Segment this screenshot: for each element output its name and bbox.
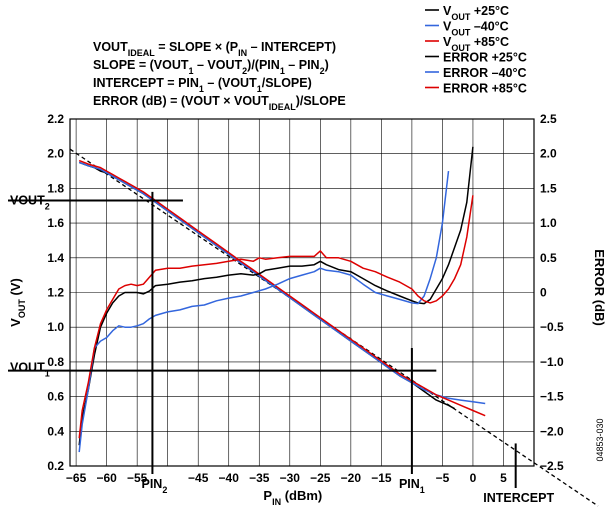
y-tick-label: 1.2 [47, 286, 64, 300]
y2-tick-label: −2.0 [540, 424, 564, 438]
y2-tick-label: −2.5 [540, 459, 564, 473]
x-tick-label: 5 [500, 471, 507, 485]
series-error-40-c [78, 171, 450, 453]
x-tick-label: −40 [219, 471, 240, 485]
formula-line: SLOPE = (VOUT1 – VOUT2)/(PIN1 – PIN2) [93, 58, 329, 76]
legend-label-vout-25-c: VOUT +25°C [443, 4, 509, 22]
x-tick-label: −65 [66, 471, 87, 485]
legend-label-error-25-c: ERROR +25°C [443, 51, 527, 65]
x-tick-label: −30 [280, 471, 301, 485]
x-tick-label: −5 [436, 471, 450, 485]
x-tick-label: −25 [310, 471, 331, 485]
series-error-85-c [78, 195, 474, 439]
y-tick-label: 1.4 [47, 251, 64, 265]
y-tick-label: 2.2 [47, 112, 64, 126]
figure-id: 04853-030 [595, 418, 605, 461]
y-tick-label: 1.8 [47, 181, 64, 195]
y2-tick-label: 2.0 [540, 147, 557, 161]
x-tick-label: −60 [96, 471, 117, 485]
vout1-label: VOUT1 [10, 361, 50, 379]
y-tick-label: 0.2 [47, 459, 64, 473]
reference-lines [8, 191, 517, 488]
y2-tick-label: 1.0 [540, 216, 557, 230]
series-vout-40-c [78, 161, 486, 405]
y2-tick-label: 1.5 [540, 181, 557, 195]
plot-frame [69, 118, 535, 467]
y-tick-label: 0.4 [47, 424, 64, 438]
y2-tick-label: −0.5 [540, 320, 564, 334]
x-tick-label: −35 [249, 471, 270, 485]
y-tick-label: 0.8 [47, 355, 64, 369]
y2-axis-title: ERROR (dB) [592, 249, 607, 326]
intercept-label: INTERCEPT [483, 491, 554, 505]
y-tick-label: 1.6 [47, 216, 64, 230]
y-tick-label: 2.0 [47, 147, 64, 161]
y-tick-label: 0.6 [47, 390, 64, 404]
x-tick-label: −45 [188, 471, 209, 485]
grid [70, 118, 534, 467]
formula-line: INTERCEPT = PIN1 – (VOUT1/SLOPE) [93, 76, 312, 94]
x-tick-label: −20 [341, 471, 362, 485]
series-vout-85-c [78, 159, 486, 417]
formula-line: ERROR (dB) = (VOUT × VOUTIDEAL)/SLOPE [93, 94, 346, 112]
x-axis-title: PIN (dBm) [263, 488, 322, 507]
pin2-label: PIN2 [141, 477, 167, 495]
x-tick-label: −55 [127, 471, 148, 485]
formula-line: VOUTIDEAL = SLOPE × (PIN – INTERCEPT) [93, 40, 336, 58]
legend-label-error-85-c: ERROR +85°C [443, 82, 527, 96]
y2-tick-label: 2.5 [540, 112, 557, 126]
y2-tick-label: 0.5 [540, 251, 557, 265]
vout2-label: VOUT2 [10, 194, 50, 212]
x-tick-label: −15 [371, 471, 392, 485]
y-axis-title: VOUT (V) [8, 278, 27, 327]
pin1-label: PIN1 [399, 477, 425, 495]
legend-label-error-40-c: ERROR –40°C [443, 66, 527, 80]
y2-tick-label: −1.0 [540, 355, 564, 369]
y-tick-label: 1.0 [47, 320, 64, 334]
x-tick-label: 0 [470, 471, 477, 485]
y2-tick-label: 0 [540, 286, 547, 300]
legend-label-vout-85-c: VOUT +85°C [443, 35, 509, 53]
y2-tick-label: −1.5 [540, 390, 564, 404]
legend-label-vout-40-c: VOUT –40°C [443, 20, 509, 38]
